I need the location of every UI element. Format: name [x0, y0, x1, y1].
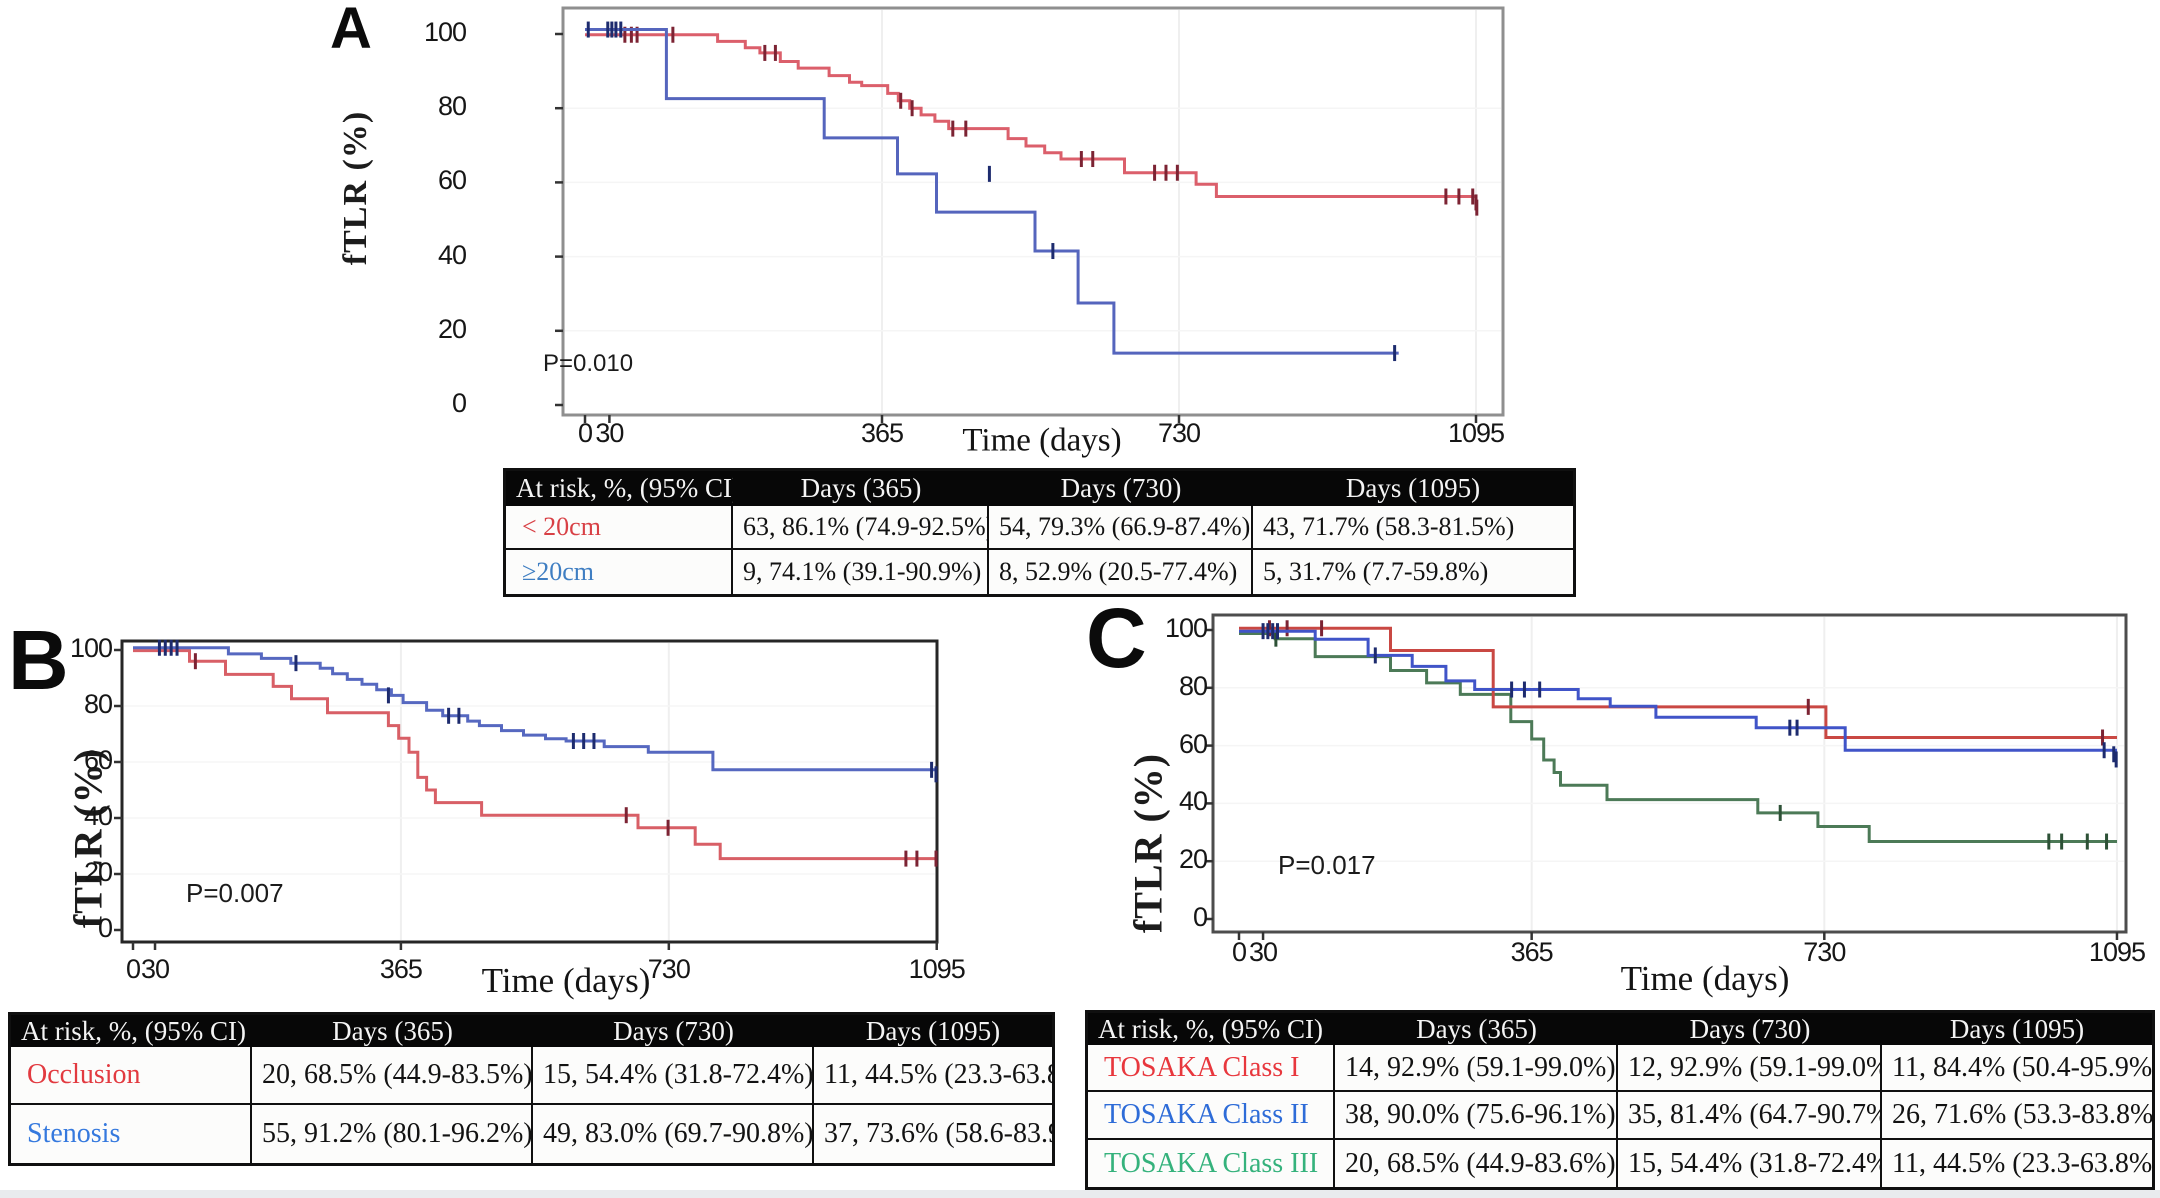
y-tick-label: 100 — [69, 633, 113, 663]
risk-table-b-cell: 20, 68.5% (44.9-83.5%) — [252, 1047, 533, 1105]
risk-table-c-cell: 12, 92.9% (59.1-99.0%) — [1618, 1045, 1882, 1092]
km-curve-tosaka-class-i — [1239, 626, 2117, 739]
risk-table-a-cell: 54, 79.3% (66.9-87.4%) — [989, 506, 1253, 550]
risk-table-b-cell: 55, 91.2% (80.1-96.2%) — [252, 1105, 533, 1163]
risk-table-b-cell: 11, 44.5% (23.3-63.8%) — [814, 1047, 1052, 1105]
panel-b-letter: B — [8, 613, 69, 707]
panel-b-p-value: P=0.007 — [186, 878, 284, 908]
y-tick-label: 100 — [1164, 613, 1208, 643]
km-curve-occlusion — [133, 649, 937, 861]
risk-table-b: At risk, %, (95% CI) Days (365) Days (73… — [8, 1012, 1055, 1166]
panel-a-x-axis-label: Time (days) — [962, 422, 1122, 459]
risk-table-c-cell: 35, 81.4% (64.7-90.7%) — [1618, 1092, 1882, 1140]
risk-table-b-row-label: Stenosis — [11, 1105, 252, 1163]
y-tick-label: 80 — [1178, 670, 1208, 701]
risk-table-a-header-730: Days (730) — [989, 471, 1253, 506]
risk-table-b-header-730: Days (730) — [533, 1015, 814, 1047]
risk-table-a-cell: 63, 86.1% (74.9-92.5%) — [733, 506, 989, 550]
y-tick-label: 40 — [437, 239, 467, 270]
y-tick-label: 80 — [437, 91, 467, 122]
risk-table-c-cell: 11, 84.4% (50.4-95.9%) — [1882, 1045, 2152, 1092]
risk-table-c-cell: 11, 44.5% (23.3-63.8%) — [1892, 1147, 2152, 1179]
x-tick-label: 365 — [379, 954, 423, 984]
risk-table-a-row-label: ≥20cm — [506, 550, 733, 594]
risk-table-b-cell: 15, 54.4% (31.8-72.4%) — [533, 1047, 814, 1105]
panel-b-x-axis-label: Time (days) — [481, 961, 651, 1000]
risk-table-c-cell: 20, 68.5% (44.9-83.6%) — [1335, 1140, 1618, 1187]
bottom-strip — [0, 1190, 2160, 1198]
risk-table-c-cell: 14, 92.9% (59.1-99.0%) — [1335, 1045, 1618, 1092]
risk-table-a: At risk, %, (95% CI) Days (365) Days (73… — [503, 468, 1576, 597]
risk-table-c-cell: 26, 71.6% (53.3-83.8%) — [1882, 1092, 2152, 1140]
y-tick-label: 20 — [437, 313, 467, 344]
x-tick-label: 730 — [647, 954, 691, 984]
risk-table-c-header-365: Days (365) — [1335, 1013, 1618, 1045]
km-curve--20cm — [585, 28, 1399, 355]
y-tick-label: 0 — [1192, 902, 1208, 932]
risk-table-a-row-label: < 20cm — [506, 506, 733, 550]
x-tick-label: 365 — [1510, 937, 1554, 967]
risk-table-a-cell: 9, 74.1% (39.1-90.9%) — [733, 550, 989, 594]
risk-table-c-cell: 15, 54.4% (31.8-72.4%) — [1618, 1140, 1882, 1187]
risk-table-c-row-label: TOSAKA Class I — [1088, 1045, 1335, 1092]
risk-table-b-row-label: Occlusion — [11, 1047, 252, 1105]
risk-table-a-header-1095: Days (1095) — [1253, 471, 1573, 506]
x-tick-label: 30 — [140, 954, 170, 984]
risk-table-c-header-730: Days (730) — [1618, 1013, 1882, 1045]
km-curve--20cm — [585, 33, 1476, 198]
km-curve-stenosis — [133, 646, 937, 772]
y-tick-label: 40 — [83, 801, 113, 831]
risk-table-b-cell: 49, 83.0% (69.7-90.8%) — [533, 1105, 814, 1163]
risk-table-b-cell: 37, 73.6% (58.6-83.9%) — [824, 1118, 1052, 1149]
x-tick-label: 30 — [1249, 937, 1278, 967]
x-tick-label: 730 — [1803, 937, 1846, 967]
x-tick-label: 0 — [577, 418, 593, 448]
y-tick-label: 60 — [1178, 728, 1208, 759]
risk-table-c-row-label: TOSAKA Class II — [1088, 1092, 1335, 1140]
risk-table-c-header-label: At risk, %, (95% CI) — [1088, 1013, 1335, 1045]
panel-a-y-axis-label: fTLR (%) — [337, 110, 374, 266]
y-tick-label: 0 — [97, 913, 113, 943]
km-curve-tosaka-class-ii — [1239, 629, 2117, 752]
y-tick-label: 40 — [1178, 786, 1208, 817]
risk-table-b-header-365: Days (365) — [252, 1015, 533, 1047]
panel-c-letter: C — [1086, 591, 1147, 685]
risk-table-a-cell: 8, 52.9% (20.5-77.4%) — [989, 550, 1253, 594]
panel-a-letter: A — [330, 0, 372, 61]
y-tick-label: 60 — [437, 165, 467, 196]
risk-table-a-cell: 5, 31.7% (7.7-59.8%) — [1263, 557, 1489, 586]
risk-table-c-cell: 38, 90.0% (75.6-96.1%) — [1335, 1092, 1618, 1140]
risk-table-c-header-1095: Days (1095) — [1882, 1013, 2152, 1045]
panel-a-p-value: P=0.010 — [543, 350, 634, 377]
risk-table-a-cell: 43, 71.7% (58.3-81.5%) — [1253, 506, 1573, 550]
risk-table-a-header-365: Days (365) — [733, 471, 989, 506]
risk-table-c: At risk, %, (95% CI) Days (365) Days (73… — [1085, 1010, 2155, 1190]
x-tick-label: 1095 — [2088, 937, 2146, 967]
risk-table-b-header-label: At risk, %, (95% CI) — [11, 1015, 252, 1047]
x-tick-label: 365 — [860, 418, 904, 448]
y-tick-label: 100 — [423, 17, 467, 47]
y-tick-label: 60 — [83, 745, 113, 775]
panel-c-p-value: P=0.017 — [1278, 850, 1376, 880]
x-tick-label: 0 — [1231, 937, 1247, 967]
risk-table-a-header-label: At risk, %, (95% CI) — [506, 471, 733, 506]
y-tick-label: 80 — [83, 689, 113, 719]
x-tick-label: 730 — [1157, 418, 1201, 448]
y-tick-label: 0 — [451, 388, 467, 418]
y-tick-label: 20 — [1178, 844, 1208, 875]
risk-table-c-row-label: TOSAKA Class III — [1088, 1140, 1335, 1187]
y-tick-label: 20 — [83, 857, 113, 887]
risk-table-b-header-1095: Days (1095) — [814, 1015, 1052, 1047]
x-tick-label: 1095 — [908, 954, 966, 984]
x-tick-label: 0 — [125, 954, 141, 984]
x-tick-label: 1095 — [1447, 418, 1505, 448]
x-tick-label: 30 — [595, 418, 624, 448]
panel-c-x-axis-label: Time (days) — [1620, 959, 1790, 998]
